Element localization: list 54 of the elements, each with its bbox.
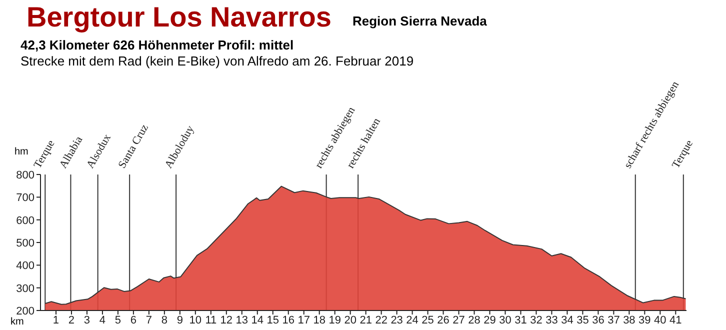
x-tick-label: 34 xyxy=(561,314,574,326)
x-tick-label: 31 xyxy=(514,314,527,326)
chart-title: Bergtour Los Navarros xyxy=(26,2,332,32)
x-tick-label: 4 xyxy=(99,314,106,326)
x-tick-label: 14 xyxy=(251,314,264,326)
x-tick-label: 22 xyxy=(375,314,388,326)
x-tick-label: 17 xyxy=(298,314,310,326)
x-tick-label: 27 xyxy=(452,314,465,326)
x-tick-label: 29 xyxy=(484,314,496,326)
x-tick-label: 2 xyxy=(68,314,75,326)
text: 42,3 Kilometer 626 Höhenmeter Profil: mittel xyxy=(20,38,294,52)
x-tick-label: 11 xyxy=(205,314,217,326)
x-tick-label: 5 xyxy=(114,314,122,326)
x-tick-label: 25 xyxy=(422,314,434,326)
x-tick-label: 26 xyxy=(437,314,450,326)
x-tick-label: 37 xyxy=(608,314,620,326)
x-tick-label: 24 xyxy=(406,314,418,326)
x-tick-label: 18 xyxy=(313,314,326,326)
x-tick-label: 1 xyxy=(52,314,60,326)
x-tick-label: 33 xyxy=(546,314,558,326)
y-tick-label: 700 xyxy=(16,192,35,204)
x-tick-label: 30 xyxy=(499,314,512,326)
x-tick-label: 3 xyxy=(84,314,90,326)
y-axis-title: hm xyxy=(14,146,28,158)
x-tick-label: 13 xyxy=(236,314,248,326)
x-tick-label: 23 xyxy=(390,314,403,326)
x-tick-label: 6 xyxy=(130,314,137,326)
chart-subtitle: Region Sierra Nevada xyxy=(352,14,488,28)
x-tick-label: 16 xyxy=(282,314,294,326)
y-tick-label: 500 xyxy=(16,238,35,250)
x-tick-label: 19 xyxy=(328,314,341,326)
x-axis-title: km xyxy=(10,316,24,328)
x-tick-label: 20 xyxy=(344,314,356,326)
x-tick-label: 38 xyxy=(623,314,636,326)
x-tick-label: 28 xyxy=(468,314,480,326)
x-tick-label: 12 xyxy=(220,314,233,326)
x-tick-label: 36 xyxy=(592,314,604,326)
y-tick-label: 600 xyxy=(16,214,35,227)
x-tick-label: 8 xyxy=(161,314,168,326)
x-tick-label: 9 xyxy=(176,314,183,326)
x-tick-label: 7 xyxy=(146,314,152,326)
x-tick-label: 40 xyxy=(654,314,666,326)
x-tick-label: 35 xyxy=(576,314,589,326)
x-tick-label: 10 xyxy=(189,314,202,326)
y-tick-label: 200 xyxy=(16,306,35,318)
x-tick-label: 15 xyxy=(266,314,280,326)
x-tick-label: 21 xyxy=(360,314,372,326)
x-tick-label: 39 xyxy=(638,314,651,326)
text: Strecke mit dem Rad (kein E-Bike) von Alfredo am 26. Februar 2019 xyxy=(20,54,414,68)
x-tick-label: 32 xyxy=(530,314,542,326)
y-tick-label: 800 xyxy=(16,170,35,182)
y-tick-label: 300 xyxy=(16,282,35,295)
x-tick-label: 41 xyxy=(670,314,682,326)
y-tick-label: 400 xyxy=(16,260,35,272)
